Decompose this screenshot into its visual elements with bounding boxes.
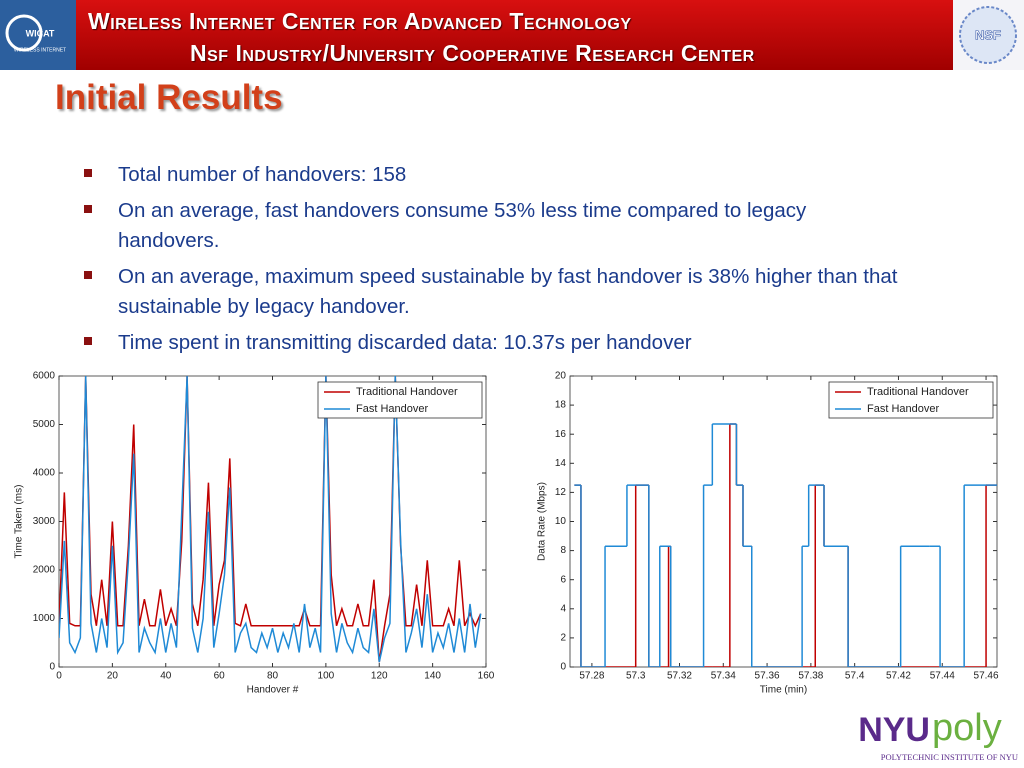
bullet: Total number of handovers: 158 <box>80 160 900 190</box>
x-tick-label: 57.3 <box>626 671 646 682</box>
wicat-sub: WIRELESS INTERNET <box>14 47 66 53</box>
y-tick-label: 5000 <box>33 419 56 430</box>
y-tick-label: 12 <box>555 487 567 498</box>
poly-text: poly <box>932 707 1002 749</box>
y-tick-label: 14 <box>555 458 567 469</box>
nsf-ring <box>959 6 1017 64</box>
legend-label: Fast Handover <box>356 403 428 415</box>
x-tick-label: 120 <box>371 671 388 682</box>
wicat-text: WICAT <box>26 28 55 38</box>
y-tick-label: 3000 <box>33 516 56 527</box>
y-tick-label: 6 <box>560 574 566 585</box>
x-tick-label: 80 <box>267 671 279 682</box>
x-tick-label: 57.46 <box>974 671 999 682</box>
bullet: On an average, fast handovers consume 53… <box>80 196 900 256</box>
chart: 0 1000 2000 3000 4000 5000 6000 0 20 40 60 80 100 120… <box>14 371 495 696</box>
legend-label: Traditional Handover <box>867 386 969 398</box>
nyu-text: NYU <box>858 711 930 749</box>
x-tick-label: 57.38 <box>798 671 823 682</box>
x-tick-label: 57.36 <box>755 671 780 682</box>
chart: 0 2 4 6 8 10 12 14 16 18 20 57.28 57.3 57.32 57.34 57.3… <box>537 371 999 696</box>
slide-title: Initial Results <box>55 78 283 117</box>
legend-label: Traditional Handover <box>356 386 458 398</box>
x-tick-label: 160 <box>478 671 495 682</box>
y-tick-label: 18 <box>555 400 567 411</box>
y-tick-label: 20 <box>555 371 567 382</box>
x-tick-label: 20 <box>107 671 119 682</box>
header-line1: Wireless Internet Center for Advanced Te… <box>88 8 632 34</box>
y-tick-label: 2 <box>560 633 566 644</box>
wicat-ring <box>5 14 43 52</box>
x-tick-label: 57.4 <box>845 671 865 682</box>
header-line2: Nsf Industry/University Cooperative Rese… <box>190 40 755 66</box>
header-bar <box>0 0 1024 70</box>
x-tick-label: 57.28 <box>579 671 604 682</box>
y-axis-label: Time Taken (ms) <box>14 485 25 559</box>
y-tick-label: 4000 <box>33 468 56 479</box>
wicat-logo <box>0 0 76 70</box>
y-tick-label: 0 <box>49 662 55 673</box>
bullet-list: Total number of handovers: 158 On an aver… <box>80 160 900 364</box>
legend-label: Fast Handover <box>867 403 939 415</box>
x-axis-label: Handover # <box>247 685 299 696</box>
plot-frame <box>569 375 998 668</box>
series-group <box>59 376 482 663</box>
x-tick-label: 57.42 <box>886 671 911 682</box>
series-line <box>59 376 482 663</box>
x-axis-label: Time (min) <box>760 685 807 696</box>
y-axis-label: Data Rate (Mbps) <box>537 482 548 561</box>
x-tick-label: 60 <box>214 671 226 682</box>
x-tick-label: 100 <box>318 671 335 682</box>
y-tick-label: 10 <box>555 516 567 527</box>
x-tick-label: 57.32 <box>667 671 692 682</box>
y-tick-label: 1000 <box>33 613 56 624</box>
series-group <box>574 423 997 667</box>
x-tick-label: 0 <box>56 671 62 682</box>
y-tick-label: 16 <box>555 429 567 440</box>
x-tick-label: 40 <box>160 671 172 682</box>
nyu-sub: POLYTECHNIC INSTITUTE OF NYU <box>881 752 1018 762</box>
y-tick-label: 0 <box>560 662 566 673</box>
nsf-text: NSF <box>975 27 1001 42</box>
y-tick-label: 8 <box>560 545 566 556</box>
legend-box <box>828 381 994 419</box>
y-tick-label: 6000 <box>33 371 56 382</box>
legend-box <box>317 381 483 419</box>
bullet: On an average, maximum speed sustainable… <box>80 262 900 322</box>
x-tick-label: 57.44 <box>930 671 955 682</box>
y-tick-label: 2000 <box>33 565 56 576</box>
x-tick-label: 57.34 <box>711 671 736 682</box>
y-tick-label: 4 <box>560 603 566 614</box>
bullet: Time spent in transmitting discarded dat… <box>80 328 900 358</box>
x-tick-label: 140 <box>424 671 441 682</box>
series-line <box>59 376 482 663</box>
